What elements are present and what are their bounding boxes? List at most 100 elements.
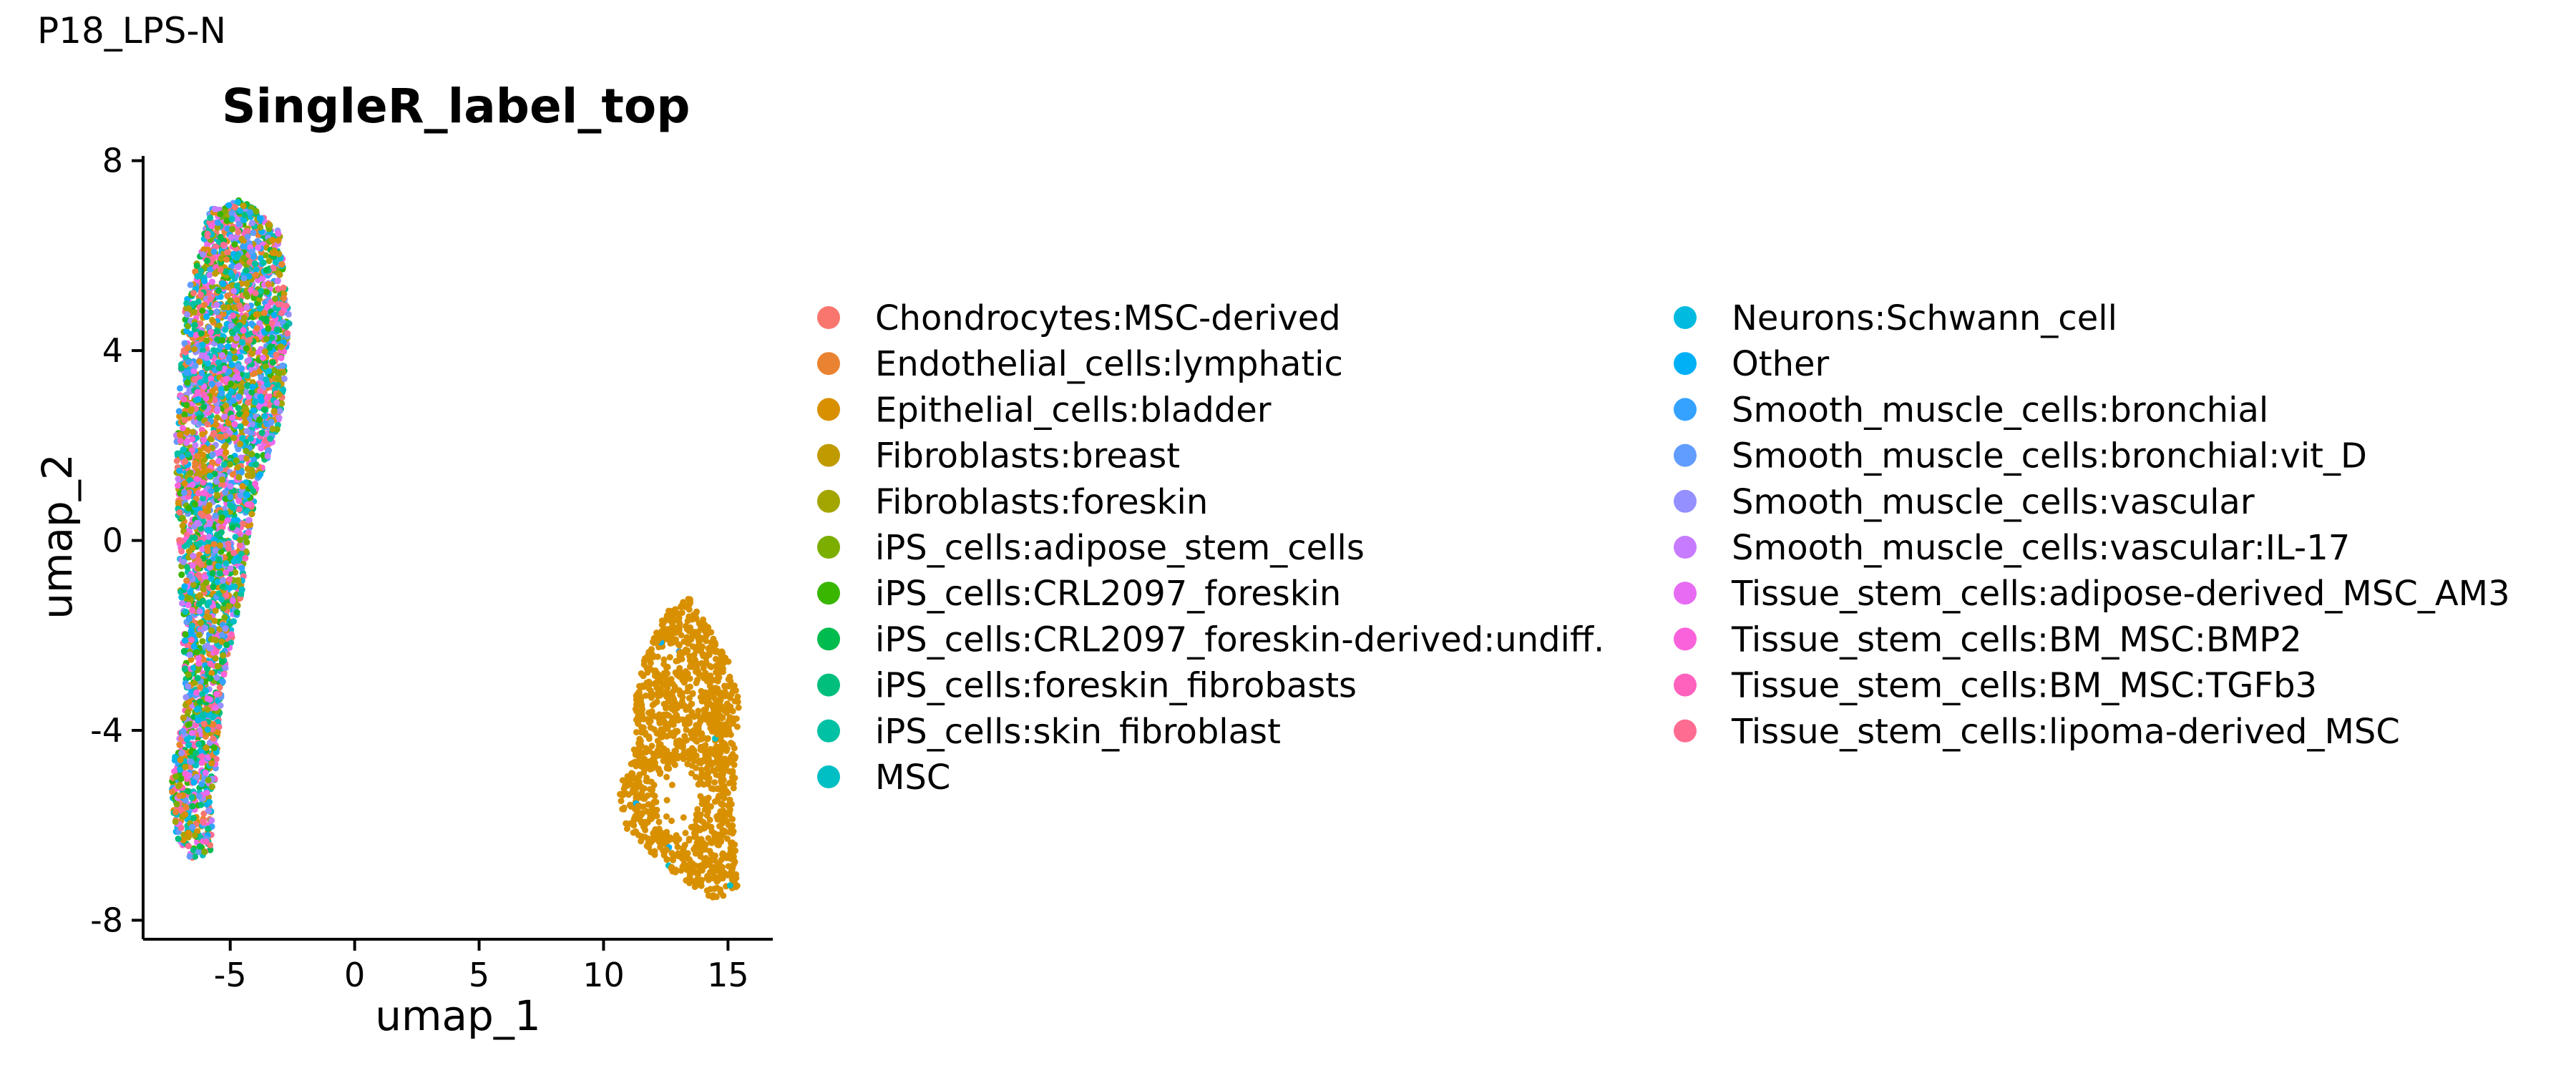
data-point <box>183 300 190 307</box>
data-point <box>185 671 192 678</box>
data-point <box>193 774 200 780</box>
data-point <box>177 756 184 763</box>
data-point <box>206 564 213 571</box>
data-point <box>191 680 198 687</box>
data-point <box>218 514 225 521</box>
data-point <box>280 386 287 393</box>
data-point <box>213 690 220 697</box>
data-point <box>217 210 224 217</box>
data-point <box>205 712 212 718</box>
data-point <box>200 712 207 719</box>
data-point <box>274 277 281 284</box>
data-point <box>251 398 258 406</box>
data-point <box>195 793 203 800</box>
data-point <box>208 328 215 335</box>
data-point <box>674 843 681 851</box>
data-point <box>266 344 273 351</box>
data-point <box>694 805 701 813</box>
data-point <box>218 390 225 397</box>
data-point <box>185 489 192 496</box>
data-point <box>179 514 186 521</box>
data-point <box>250 456 258 463</box>
data-point <box>180 446 187 454</box>
data-point <box>194 453 201 459</box>
data-point <box>275 414 283 421</box>
data-point <box>210 248 218 255</box>
data-point <box>182 458 189 465</box>
data-point <box>713 884 721 891</box>
data-point <box>278 261 286 268</box>
data-point <box>201 278 208 285</box>
data-point <box>215 322 223 329</box>
data-point <box>205 614 213 621</box>
data-point <box>196 608 203 615</box>
data-point <box>263 318 270 325</box>
data-point <box>201 456 208 464</box>
data-point <box>225 420 232 426</box>
data-point <box>719 827 726 834</box>
data-point <box>278 355 285 361</box>
data-point <box>243 455 250 462</box>
data-point <box>192 762 200 769</box>
data-point <box>197 291 204 298</box>
data-point <box>618 798 625 805</box>
data-point <box>244 501 251 508</box>
data-point <box>243 345 250 352</box>
data-point <box>205 777 212 784</box>
data-point <box>181 583 188 590</box>
data-point <box>719 668 726 675</box>
data-point <box>177 365 185 372</box>
data-point <box>275 237 282 244</box>
data-point <box>678 632 685 639</box>
data-point <box>280 375 288 382</box>
data-point <box>205 446 212 454</box>
data-point <box>218 596 225 603</box>
data-point <box>731 841 738 848</box>
data-point <box>229 524 236 531</box>
data-point <box>197 510 205 517</box>
data-point <box>198 426 205 433</box>
data-point <box>220 652 227 659</box>
data-point <box>230 288 238 295</box>
data-point <box>196 843 203 850</box>
data-point <box>221 461 228 468</box>
data-point <box>253 311 260 318</box>
data-point <box>261 413 268 420</box>
data-point <box>207 660 214 667</box>
data-point <box>258 429 265 436</box>
data-point <box>193 476 200 483</box>
data-point <box>694 677 701 684</box>
data-point <box>201 301 208 308</box>
data-point <box>243 448 250 454</box>
data-point <box>212 270 219 277</box>
data-point <box>228 361 235 368</box>
data-point <box>200 463 208 470</box>
data-point <box>207 675 214 682</box>
data-point <box>249 383 256 391</box>
data-point <box>181 411 188 418</box>
data-point <box>176 413 183 420</box>
data-point <box>190 582 197 588</box>
data-point <box>243 428 250 435</box>
data-point <box>210 541 218 548</box>
data-point <box>195 541 203 548</box>
data-point <box>232 534 239 541</box>
data-point <box>213 637 219 644</box>
data-point <box>192 853 199 860</box>
data-point <box>216 570 223 577</box>
data-point <box>229 597 236 604</box>
data-point <box>235 375 242 382</box>
data-point <box>178 571 185 578</box>
data-point <box>179 522 186 529</box>
data-point <box>190 847 197 854</box>
data-point <box>283 303 290 309</box>
data-point <box>265 221 273 228</box>
data-point <box>270 367 278 374</box>
data-point <box>257 255 264 262</box>
data-point <box>223 592 230 599</box>
data-point <box>225 355 233 362</box>
data-point <box>177 775 185 783</box>
data-point <box>240 327 247 334</box>
data-point <box>269 426 276 433</box>
data-point <box>243 290 250 298</box>
